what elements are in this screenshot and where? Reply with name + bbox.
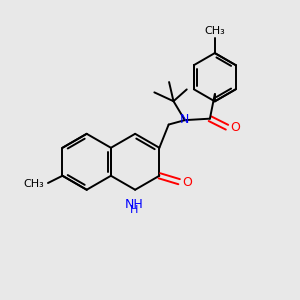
Text: O: O xyxy=(230,121,240,134)
Text: O: O xyxy=(183,176,193,189)
Text: H: H xyxy=(130,205,138,215)
Text: CH₃: CH₃ xyxy=(204,26,225,36)
Text: NH: NH xyxy=(124,198,143,211)
Text: CH₃: CH₃ xyxy=(24,178,44,189)
Text: N: N xyxy=(180,113,190,126)
